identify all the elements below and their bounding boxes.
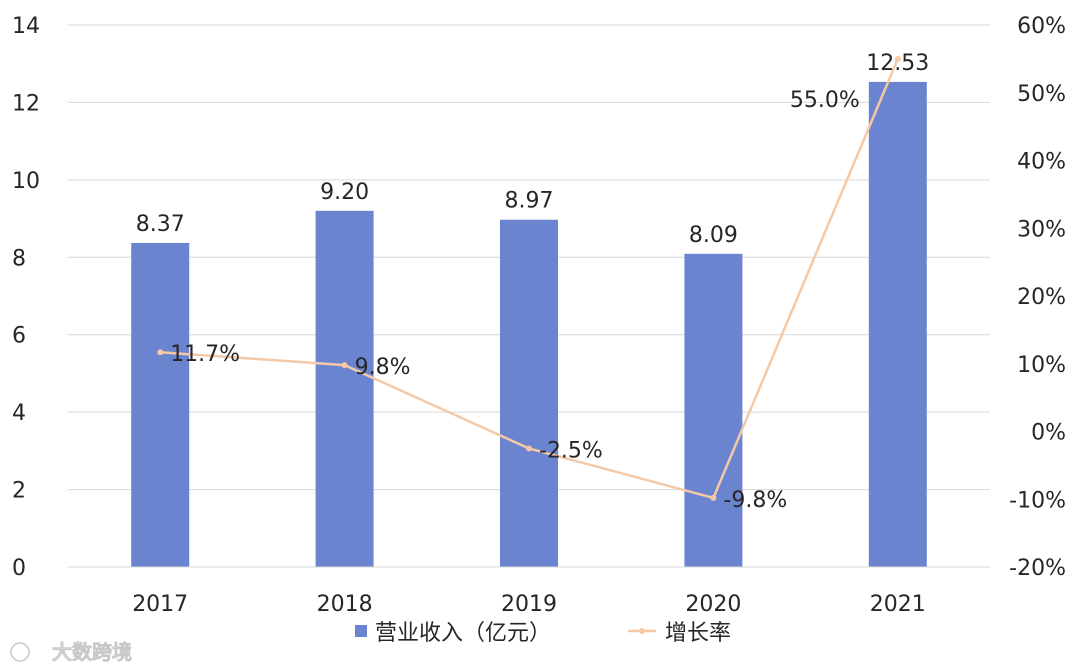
legend-bar-swatch xyxy=(355,625,367,637)
growth-point-2021 xyxy=(894,55,901,62)
left-tick-label: 8 xyxy=(12,246,26,271)
legend: 营业收入（亿元） 增长率 xyxy=(355,621,731,646)
bar-value-label: 12.53 xyxy=(866,51,929,76)
bar-value-label: 9.20 xyxy=(320,180,369,205)
left-tick-label: 14 xyxy=(12,14,40,39)
x-tick-label: 2017 xyxy=(132,592,188,617)
x-tick-label: 2018 xyxy=(317,592,373,617)
growth-value-label: 55.0% xyxy=(790,88,860,113)
growth-point-2020 xyxy=(710,494,717,501)
legend-line-label: 增长率 xyxy=(665,621,731,646)
growth-line xyxy=(157,55,901,501)
x-tick-label: 2019 xyxy=(501,592,557,617)
data-labels: 8.37 9.20 8.97 8.09 12.53 11.7% 9.8% -2.5% -9.8%… xyxy=(136,51,930,513)
left-tick-label: 6 xyxy=(12,324,26,349)
right-tick-label: 0% xyxy=(1031,421,1066,446)
growth-value-label: 11.7% xyxy=(170,342,240,367)
x-tick-label: 2021 xyxy=(870,592,926,617)
growth-point-2017 xyxy=(157,349,164,356)
bar-2019 xyxy=(500,219,558,568)
bar-2021 xyxy=(868,81,927,567)
legend-bar-label: 营业收入（亿元） xyxy=(375,621,551,646)
bar-2018 xyxy=(315,210,374,568)
right-tick-label: 30% xyxy=(1017,217,1066,242)
watermark-logo-icon xyxy=(10,642,30,662)
growth-value-label: -2.5% xyxy=(539,438,603,463)
growth-value-label: 9.8% xyxy=(355,355,411,380)
right-tick-label: 60% xyxy=(1017,14,1066,39)
growth-point-2018 xyxy=(341,362,348,369)
left-tick-label: 2 xyxy=(12,479,26,504)
growth-value-label: -9.8% xyxy=(723,488,787,513)
left-tick-label: 12 xyxy=(12,91,40,116)
legend-line-marker xyxy=(639,628,645,634)
x-axis: 2017 2018 2019 2020 2021 xyxy=(68,566,990,617)
bar-2017 xyxy=(131,242,190,567)
right-tick-label: 50% xyxy=(1017,82,1066,107)
right-tick-label: -20% xyxy=(1009,556,1066,581)
right-tick-label: -10% xyxy=(1009,488,1066,513)
left-tick-label: 0 xyxy=(12,556,26,581)
bar-value-label: 8.97 xyxy=(505,189,554,214)
left-tick-label: 4 xyxy=(12,401,26,426)
bar-2020 xyxy=(684,253,743,567)
growth-point-2019 xyxy=(526,445,532,452)
right-tick-label: 40% xyxy=(1017,150,1066,175)
bar-value-label: 8.09 xyxy=(689,223,738,248)
revenue-bars xyxy=(131,81,927,568)
left-tick-label: 10 xyxy=(12,169,40,194)
left-axis: 0 2 4 6 8 10 12 14 xyxy=(12,14,40,581)
watermark: 大数跨境 xyxy=(10,640,132,664)
right-tick-label: 20% xyxy=(1017,285,1066,310)
x-tick-label: 2020 xyxy=(685,592,741,617)
right-tick-label: 10% xyxy=(1017,353,1066,378)
watermark-text: 大数跨境 xyxy=(52,640,132,664)
right-axis: -20% -10% 0% 10% 20% 30% 40% 50% 60% xyxy=(1009,14,1066,581)
bar-value-label: 8.37 xyxy=(136,212,185,237)
